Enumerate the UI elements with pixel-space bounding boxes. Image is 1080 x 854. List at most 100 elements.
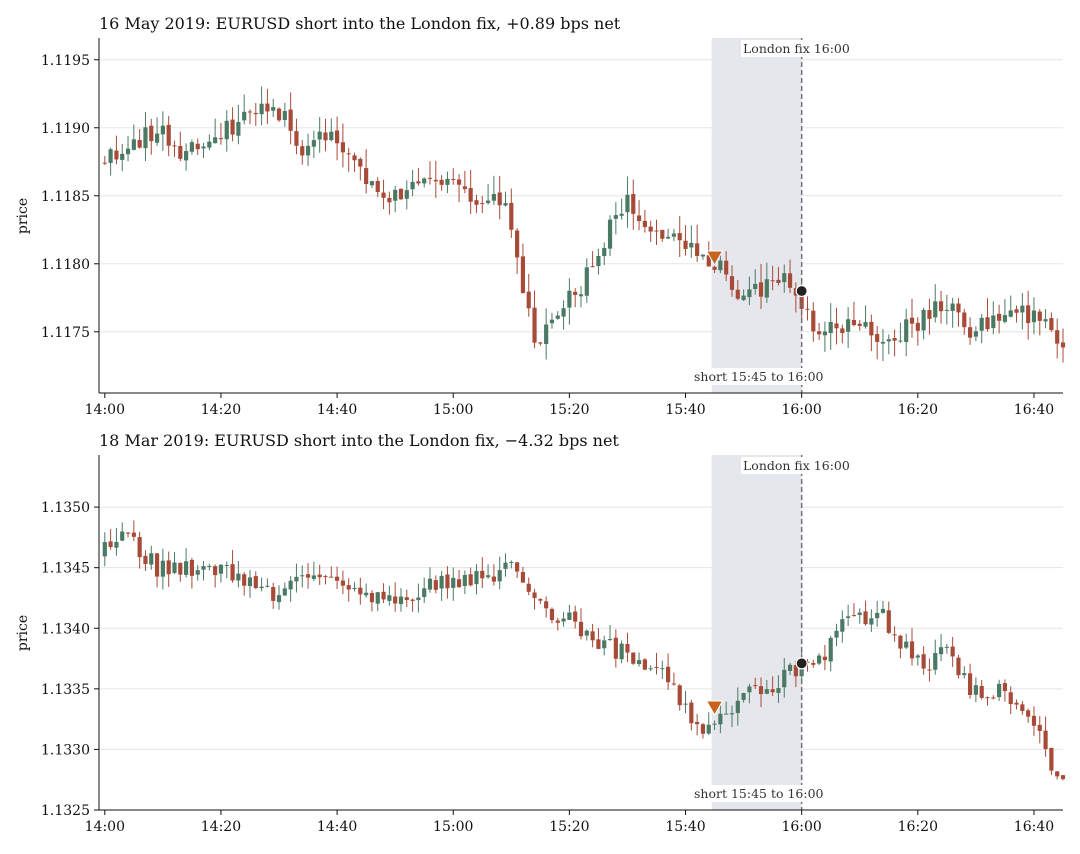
candle-body [172, 562, 177, 573]
candle-body [184, 151, 189, 161]
candle-body [137, 537, 142, 558]
panel-2-window-shade [711, 455, 802, 810]
candle-body [526, 583, 531, 592]
candle-body [1002, 683, 1008, 692]
candle-body [172, 145, 177, 147]
candle-body [410, 181, 415, 190]
candle-body [358, 158, 363, 167]
panel-1-gridlines [99, 59, 1063, 333]
candle-body [822, 331, 827, 336]
candle-body [369, 181, 375, 186]
candle-body [863, 322, 868, 327]
candle-body [758, 282, 764, 297]
y-tick-label: 1.1195 [41, 53, 90, 69]
panel-2-title: 18 Mar 2019: EURUSD short into the Londo… [99, 431, 619, 450]
candle-body [230, 119, 235, 135]
candle-body [683, 703, 688, 705]
candle-body [787, 664, 793, 671]
candle-body [631, 194, 636, 214]
fix-exit-marker [795, 284, 808, 298]
candle-body [108, 149, 113, 163]
candle-body [422, 588, 427, 597]
short-window-shade [711, 38, 802, 393]
candle-body [962, 673, 967, 676]
candle-body [933, 301, 938, 318]
x-tick-label: 15:40 [665, 402, 705, 418]
candle-body [480, 570, 485, 579]
candle-body [352, 155, 357, 161]
candle-body [520, 571, 526, 583]
candle-body [398, 188, 404, 200]
candle-body [602, 640, 607, 649]
candle-body [526, 291, 531, 309]
candle-body [213, 137, 218, 144]
candle-body [451, 577, 456, 588]
candle-body [555, 315, 560, 319]
candle-body [944, 309, 949, 311]
candle-body [706, 724, 711, 734]
candle-body [683, 240, 688, 250]
candle-body [1037, 311, 1042, 321]
candle-body [712, 723, 717, 725]
short-entry-marker [705, 250, 724, 266]
candle-body [718, 713, 723, 725]
candle-body [201, 566, 206, 570]
candle-body [927, 310, 932, 319]
candle-body [561, 308, 566, 317]
candle-body [509, 202, 514, 230]
candle-body [549, 608, 555, 621]
candle-body [143, 555, 148, 565]
candle-body [869, 618, 874, 625]
candle-body [346, 585, 351, 590]
candle-body [154, 553, 160, 577]
candle-body [149, 553, 154, 565]
candle-body [695, 721, 700, 725]
candle-body [967, 673, 973, 695]
candle-body [509, 562, 514, 564]
candle-body [520, 256, 526, 293]
candle-body [863, 611, 868, 625]
candle-body [712, 266, 717, 270]
candle-body [282, 588, 287, 596]
candle-body [375, 592, 380, 604]
candle-body [636, 660, 642, 664]
candle-body [503, 562, 508, 569]
candle-body [590, 631, 595, 641]
candle-body [793, 665, 798, 677]
candle-body [747, 686, 752, 693]
candle-body [253, 112, 258, 115]
candle-body [985, 697, 990, 699]
candle-body [340, 142, 345, 153]
candle-body [271, 587, 276, 601]
candle-body [218, 564, 224, 574]
candle-body [956, 303, 961, 313]
candle-body [120, 153, 125, 160]
candle-body [1008, 692, 1013, 705]
candle-body [125, 148, 131, 155]
candle-body [561, 618, 566, 622]
candle-body [242, 111, 247, 121]
candle-body [230, 564, 235, 581]
candle-body [247, 577, 253, 587]
candle-body [729, 276, 735, 290]
candle-body [300, 575, 305, 577]
candle-body [997, 683, 1002, 698]
candle-body [671, 233, 677, 237]
candle-body [532, 307, 537, 343]
candle-body [195, 570, 200, 575]
candle-body [137, 140, 142, 148]
candle-body [787, 273, 793, 288]
candle-body [619, 643, 624, 660]
candle-body [369, 593, 375, 603]
candle-body [602, 247, 607, 257]
candle-body [189, 559, 195, 576]
candle-body [1020, 305, 1025, 313]
candle-body [578, 621, 584, 637]
candle-body [851, 615, 857, 617]
window-label-background [692, 368, 826, 385]
candle-body [340, 580, 345, 586]
candle-body [909, 317, 915, 324]
candle-body [578, 294, 584, 297]
y-tick-label: 1.1330 [41, 742, 90, 758]
candle-body [584, 630, 589, 636]
